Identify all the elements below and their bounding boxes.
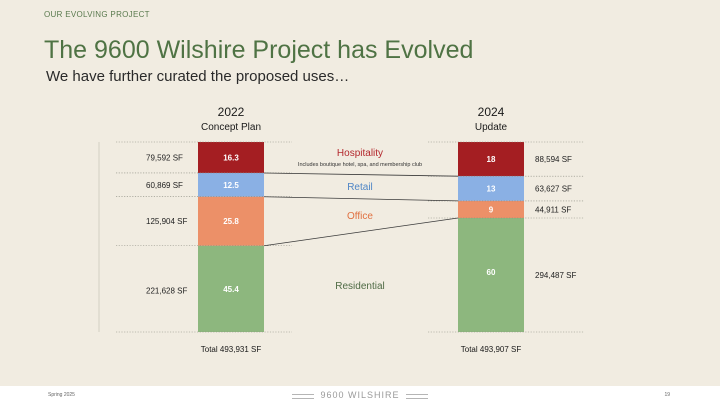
bar-segment-retail-0 [198,172,264,197]
value-label-residential-1: 60 [487,268,496,277]
footer-bar: Spring 2025 9600 WILSHIRE 19 [0,386,720,405]
page-subtitle: We have further curated the proposed use… [46,68,350,85]
page-number: 19 [664,392,670,398]
column-year-0: 2022 [218,105,245,119]
hospitality-note: Includes boutique hotel, spa, and member… [298,162,422,168]
value-label-office-1: 9 [489,205,494,214]
footer-rule-right [406,394,428,399]
sf-label-left-residential: 221,628 SF [146,287,187,296]
bar-segment-retail-1 [458,176,524,201]
value-label-hospitality-0: 16.3 [223,153,239,162]
sf-label-left-office: 125,904 SF [146,217,187,226]
category-label-hospitality: Hospitality [337,148,383,159]
sf-label-right-residential: 294,487 SF [535,271,576,280]
footer-rule-left [292,394,314,399]
footer-brand: 9600 WILSHIRE [320,390,400,400]
value-label-hospitality-1: 18 [487,155,496,164]
column-subtitle-0: Concept Plan [201,122,261,133]
sf-label-left-retail: 60,869 SF [146,181,183,190]
value-label-residential-0: 45.4 [223,285,239,294]
value-label-retail-0: 12.5 [223,181,239,190]
eyebrow-label: OUR EVOLVING PROJECT [44,10,150,19]
sf-label-right-retail: 63,627 SF [535,185,572,194]
connector-office [263,217,459,247]
bar-segment-hospitality-1 [458,142,524,177]
total-label-0: Total 493,931 SF [201,345,262,354]
total-label-1: Total 493,907 SF [461,345,522,354]
bar-segment-office-0 [198,196,264,246]
sf-label-right-office: 44,911 SF [535,205,571,214]
category-label-retail: Retail [347,182,373,193]
bar-segment-hospitality-0 [198,142,264,173]
sf-label-right-hospitality: 88,594 SF [535,155,572,164]
category-label-residential: Residential [335,281,384,292]
connector-retail [263,196,459,202]
column-year-1: 2024 [478,105,505,119]
value-label-retail-1: 13 [487,185,496,194]
column-subtitle-1: Update [475,122,508,133]
stacked-bar-chart: 16.3 12.5 25.8 45.4 18 13 9 60 79,592 SF 88,594 S… [98,105,584,354]
bar-segment-residential-0 [198,245,264,332]
bar-segment-residential-1 [458,218,524,332]
value-label-office-0: 25.8 [223,217,239,226]
page-title: The 9600 Wilshire Project has Evolved [44,36,474,64]
connector-hospitality [263,172,459,177]
footer-date: Spring 2025 [48,392,75,398]
category-label-office: Office [347,211,373,222]
bar-segment-office-1 [458,200,524,218]
sf-label-left-hospitality: 79,592 SF [146,153,183,162]
